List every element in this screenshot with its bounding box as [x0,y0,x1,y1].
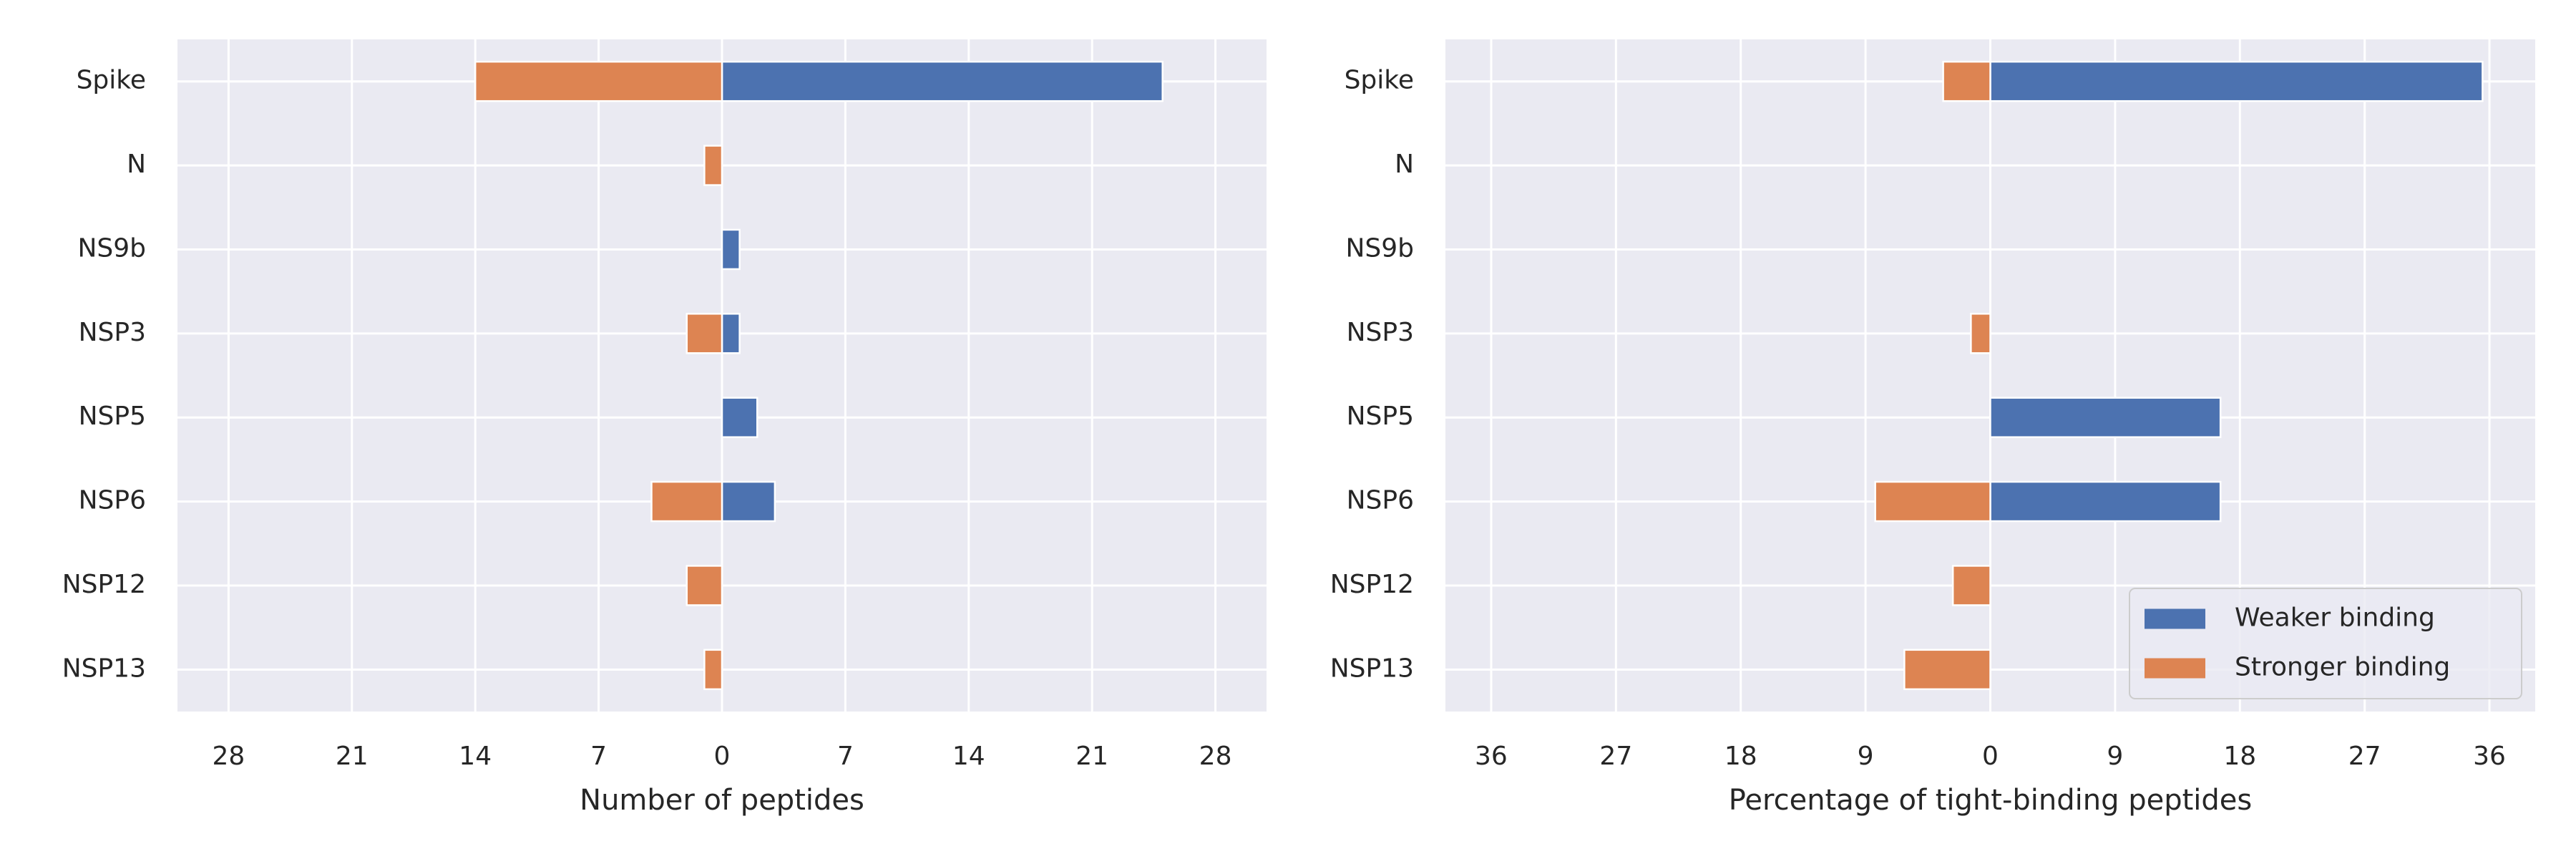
y-tick-label: Spike [77,66,146,95]
legend-label: Weaker binding [2235,603,2435,633]
x-tick-label: 0 [714,742,731,771]
x-tick-label: 36 [2473,742,2506,771]
bar [721,228,741,271]
x-tick-label: 28 [1199,742,1232,771]
legend-frame [2129,588,2522,699]
y-tick-label: N [127,150,146,179]
y-tick-label: N [1395,150,1414,179]
bar [1989,60,2484,102]
bar [1942,60,1991,102]
x-tick-label: 7 [590,742,607,771]
bar [721,60,1163,102]
bar [474,60,723,102]
y-tick-label: NSP12 [1330,570,1414,599]
legend: Weaker binding Stronger binding [2129,588,2522,699]
x-tick-label: 0 [1982,742,1999,771]
bar [650,480,723,523]
x-tick-label: 9 [1858,742,1874,771]
bar [1989,480,2222,523]
x-tick-label: 18 [2223,742,2256,771]
legend-swatch [2145,608,2205,629]
subplot: 36 27 18 9 0 9 18 27 36 Spike N NS9b NSP3 NSP5 NSP6 NSP… [1330,39,2535,817]
x-tick-label: 28 [213,742,245,771]
x-tick-label: 21 [336,742,369,771]
y-tick-label: NSP3 [79,318,146,347]
y-tick-label: Spike [1345,66,1414,95]
y-tick-label: NSP13 [1330,654,1414,683]
x-tick-label: 36 [1475,742,1508,771]
y-tick-label: NS9b [1345,233,1414,263]
y-tick-label: NSP6 [79,486,146,515]
y-tick-label: NSP12 [62,570,146,599]
y-tick-label: NS9b [77,233,146,263]
bar [686,313,723,354]
bar [1989,397,2222,438]
bar [703,145,723,186]
bar [1903,649,1991,691]
x-tick-label: 18 [1724,742,1757,771]
legend-swatch [2145,658,2205,679]
bar [1951,565,1991,606]
x-tick-label: 7 [837,742,854,771]
y-tick-label: NSP13 [62,654,146,683]
y-tick-label: NSP3 [1347,318,1414,347]
x-tick-label: 14 [952,742,985,771]
x-axis-label: Percentage of tight-binding peptides [1729,784,2253,817]
x-axis-label: Number of peptides [580,784,864,817]
x-tick-label: 9 [2107,742,2123,771]
bar [1970,313,1991,354]
bar [686,565,723,606]
bar [703,649,723,691]
bar [1874,480,1991,523]
x-tick-label: 14 [459,742,492,771]
subplot: 28 21 14 7 0 7 14 21 28 Spike N NS9b NSP3 NSP5 NSP6 NSP… [62,39,1267,817]
legend-label: Stronger binding [2235,653,2450,682]
y-tick-label: NSP6 [1347,486,1414,515]
x-tick-label: 27 [2348,742,2381,771]
y-tick-label: NSP5 [1347,402,1414,431]
x-tick-label: 27 [1599,742,1632,771]
x-tick-label: 21 [1075,742,1108,771]
bar [721,480,776,523]
y-tick-label: NSP5 [79,402,146,431]
bar [721,397,758,438]
bar [721,313,741,354]
